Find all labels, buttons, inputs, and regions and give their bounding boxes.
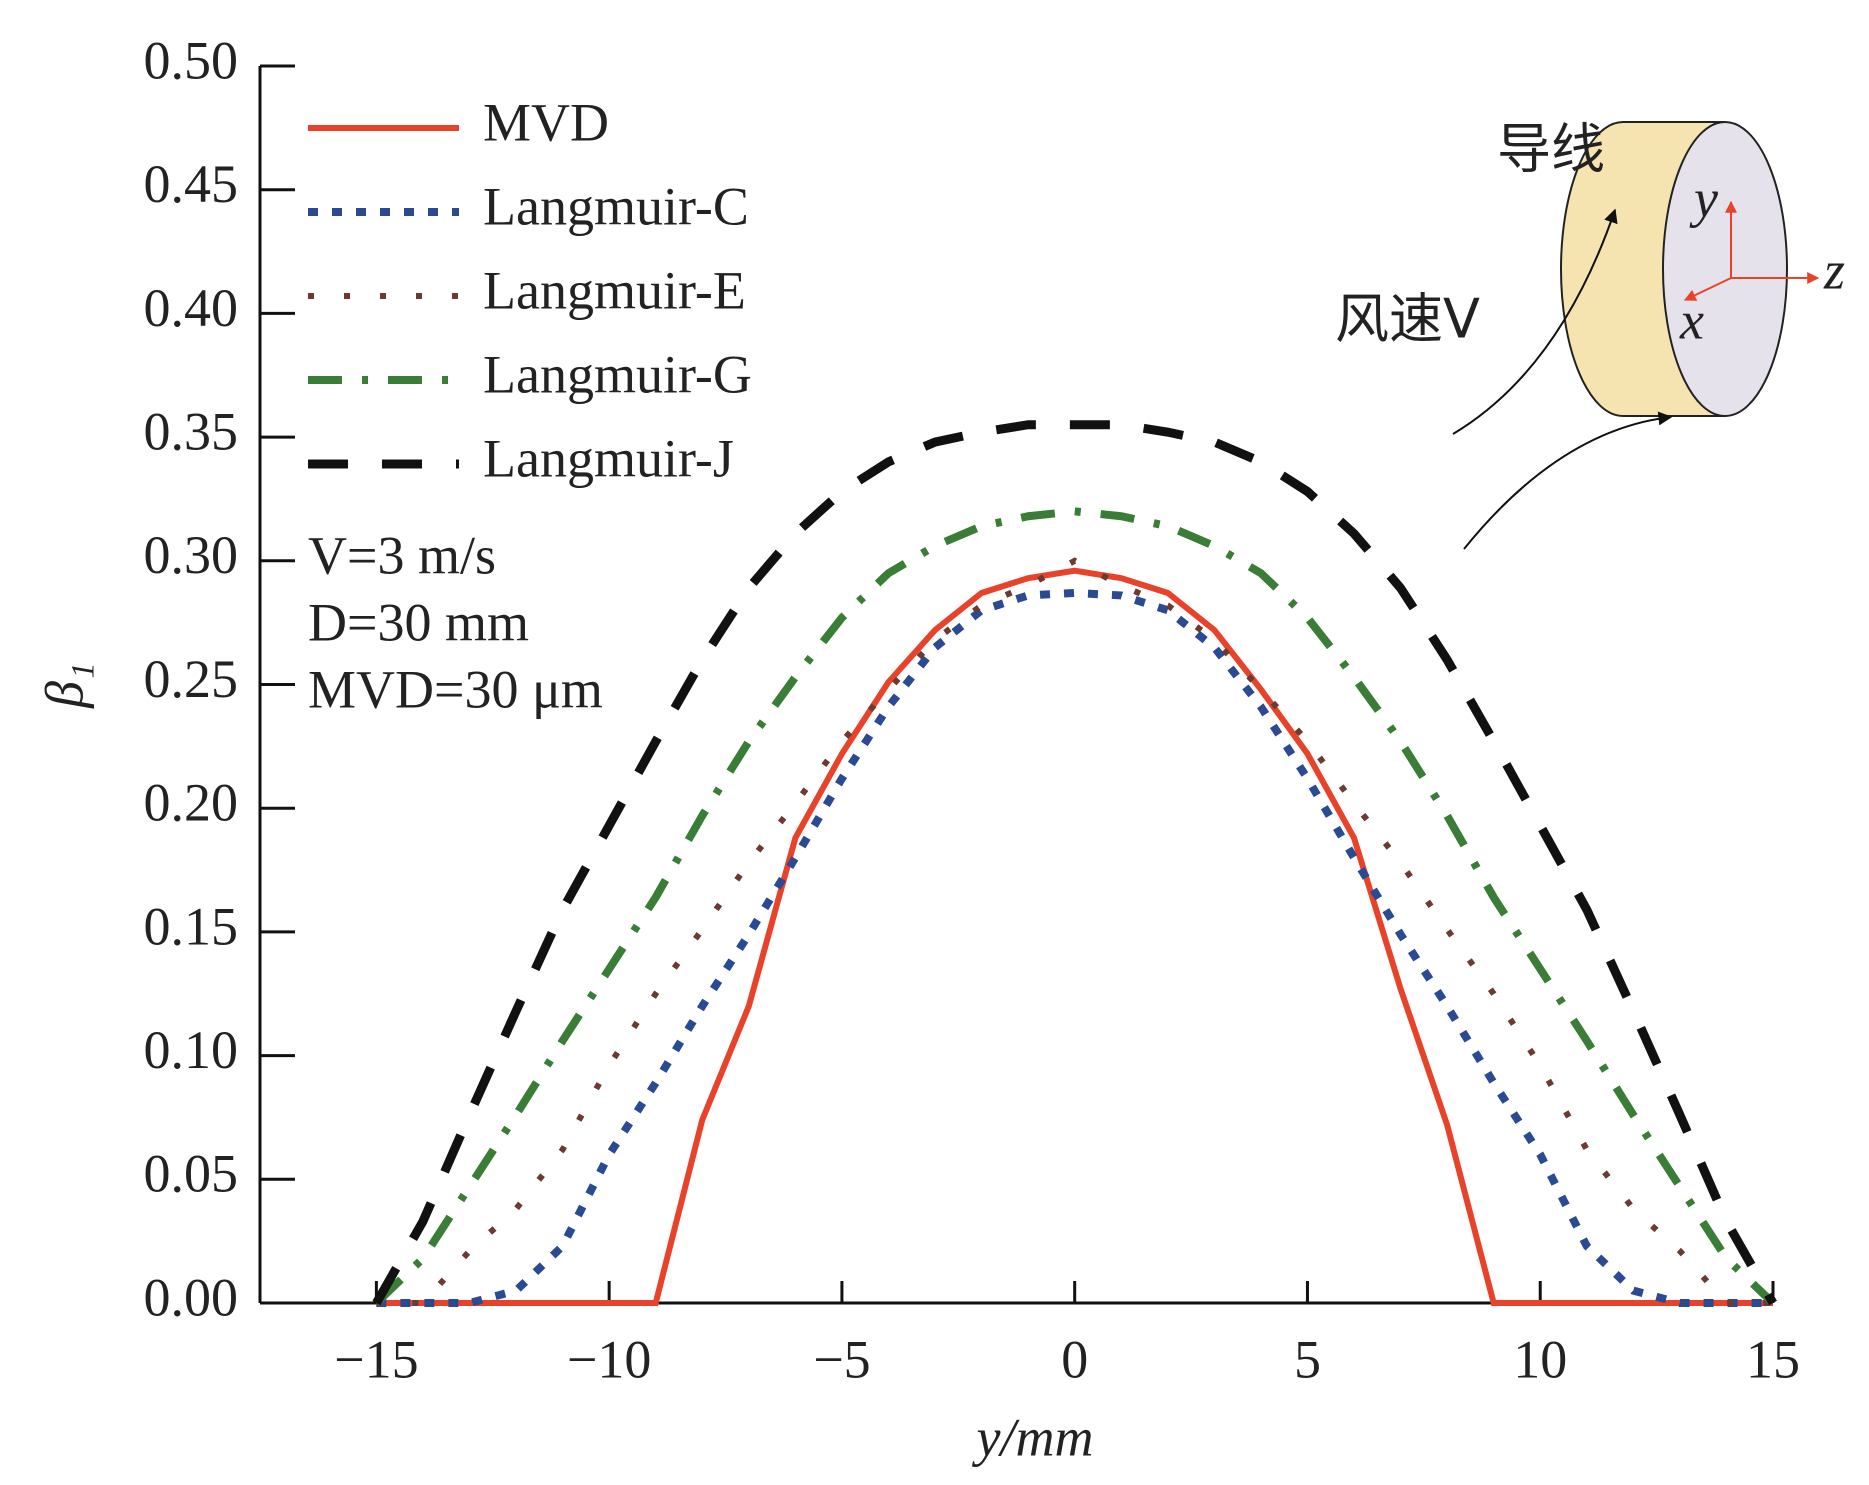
y-tick-label: 0.05 <box>144 1144 239 1204</box>
series-line <box>373 507 1776 1306</box>
x-tick-label: −15 <box>334 1329 418 1389</box>
x-tick-label: 5 <box>1294 1329 1321 1389</box>
annotation: D=30 mm <box>308 592 529 652</box>
x-tick-label: 0 <box>1061 1329 1088 1389</box>
x-tick-label: 10 <box>1513 1329 1567 1389</box>
y-tick-label: 0.00 <box>144 1267 239 1327</box>
inset-label: 导线 <box>1497 118 1605 181</box>
inset: 导线 风速V y z x <box>1335 118 1845 550</box>
series-line <box>376 557 1773 1306</box>
y-tick-label: 0.50 <box>144 30 239 90</box>
legend-label: Langmuir-E <box>483 260 746 320</box>
y-tick-label: 0.40 <box>144 278 239 338</box>
y-axis-label: β₁ <box>34 662 94 709</box>
y-tick-label: 0.20 <box>144 773 239 833</box>
series-line <box>376 588 1773 1307</box>
inset-label: 风速V <box>1335 288 1480 351</box>
legend-label: Langmuir-C <box>483 176 749 236</box>
annotation: MVD=30 μm <box>308 659 603 719</box>
y-tick-label: 0.30 <box>144 525 239 585</box>
legend-label: Langmuir-J <box>483 428 734 488</box>
y-tick-label: 0.10 <box>144 1020 239 1080</box>
series-line <box>376 567 1773 1306</box>
x-tick-label: −10 <box>567 1329 651 1389</box>
y-tick-label: 0.25 <box>144 649 239 709</box>
x-axis-label: y/mm <box>972 1407 1094 1467</box>
inset-label: x <box>1679 290 1704 350</box>
inset-label: z <box>1823 240 1845 300</box>
y-tick-label: 0.45 <box>144 154 239 214</box>
x-tick-label: −5 <box>813 1329 870 1389</box>
annotation: V=3 m/s <box>308 525 496 585</box>
y-tick-label: 0.15 <box>144 896 239 956</box>
x-tick-label: 15 <box>1746 1329 1800 1389</box>
y-tick-label: 0.35 <box>144 401 239 461</box>
series-line <box>372 420 1777 1306</box>
legend-label: MVD <box>483 92 609 152</box>
legend-label: Langmuir-G <box>483 344 752 404</box>
inset-label: y <box>1689 168 1718 228</box>
